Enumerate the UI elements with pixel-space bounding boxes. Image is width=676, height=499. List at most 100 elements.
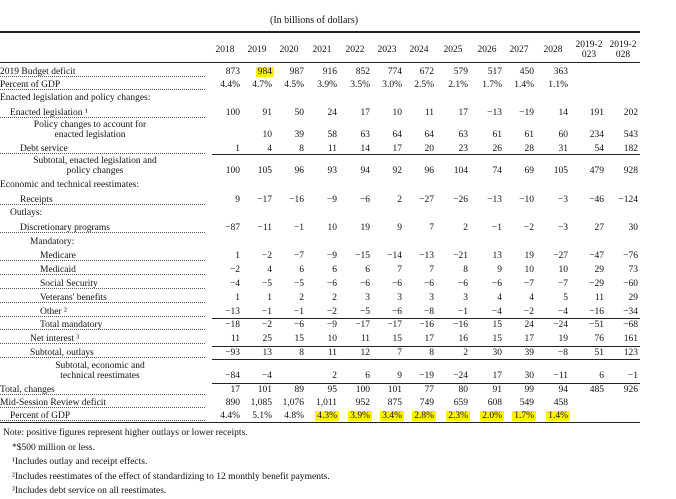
cell: −46 bbox=[574, 195, 604, 205]
cell: 3 bbox=[438, 293, 468, 303]
cell-value: −13 bbox=[225, 307, 240, 317]
cell-value: 29 bbox=[628, 293, 639, 303]
cell: −2 bbox=[307, 307, 337, 317]
column-header: 2025 bbox=[443, 45, 463, 55]
cell-value: −16 bbox=[453, 320, 468, 330]
cell-value: −18 bbox=[225, 320, 240, 330]
cell-value: −46 bbox=[589, 195, 604, 205]
cell: 2.0% bbox=[472, 411, 504, 421]
cell: 928 bbox=[608, 166, 638, 176]
cell-value: 73 bbox=[628, 265, 639, 275]
cell-value: −16 bbox=[589, 307, 604, 317]
cell: 363 bbox=[538, 67, 568, 77]
cell: −1 bbox=[608, 371, 638, 381]
cell-value: 1.7% bbox=[512, 411, 536, 421]
cell-value: 202 bbox=[623, 108, 638, 118]
cell-value: −9 bbox=[326, 251, 337, 261]
cell-value: 105 bbox=[257, 166, 272, 176]
column-header: 2019 bbox=[247, 45, 267, 55]
cell: 2 bbox=[274, 293, 304, 303]
row-label: Economic and technical reestimates: bbox=[0, 180, 140, 190]
cell: 8 bbox=[438, 265, 468, 275]
cell-value: 6 bbox=[365, 371, 370, 381]
column-header: 2019-2023 bbox=[575, 40, 603, 60]
cell: 1 bbox=[210, 251, 240, 261]
cell: 6 bbox=[340, 371, 370, 381]
cell-value: 191 bbox=[589, 108, 604, 118]
cell-value: −15 bbox=[355, 251, 370, 261]
cell: 63 bbox=[340, 130, 371, 140]
cell-value: 14 bbox=[360, 144, 371, 154]
cell-value: 1 bbox=[235, 251, 240, 261]
cell-value: −13 bbox=[419, 251, 434, 261]
cell: −1 bbox=[472, 223, 502, 233]
cell-value: 6 bbox=[365, 265, 370, 275]
cell-value: 3.5% bbox=[350, 80, 370, 90]
cell: 4 bbox=[242, 144, 272, 154]
cell-value: 7 bbox=[397, 265, 402, 275]
cell-value: −60 bbox=[623, 279, 638, 289]
cell-value: −7 bbox=[557, 279, 568, 289]
note: ³Includes debt service on all reestimate… bbox=[12, 486, 167, 496]
cell-value: 875 bbox=[387, 398, 402, 408]
cell: −2 bbox=[242, 251, 272, 261]
cell: 11 bbox=[210, 334, 240, 344]
cell-value: 1.1% bbox=[548, 80, 568, 90]
cell-value: 4.4% bbox=[220, 411, 240, 421]
cell-value: −19 bbox=[519, 108, 534, 118]
cell-value: −34 bbox=[623, 307, 638, 317]
cell: −2 bbox=[242, 320, 272, 330]
cell-value: 4 bbox=[529, 293, 534, 303]
cell: −13 bbox=[404, 251, 434, 261]
cell-value: 63 bbox=[360, 130, 371, 140]
cell: −16 bbox=[274, 195, 304, 205]
note: ²Includes reestimates of the effect of s… bbox=[12, 471, 330, 482]
cell-value: 4.7% bbox=[252, 80, 272, 90]
cell-value: 1.7% bbox=[482, 80, 502, 90]
cell-value: 7 bbox=[397, 348, 402, 358]
cell: 31 bbox=[538, 144, 569, 154]
cell: 1,011 bbox=[307, 398, 337, 408]
cell: −87 bbox=[210, 223, 240, 233]
rule bbox=[212, 359, 640, 360]
cell: 63 bbox=[438, 130, 469, 140]
cell: 9 bbox=[472, 265, 502, 275]
cell-value: 485 bbox=[589, 385, 604, 395]
row-label: Subtotal, economic and technical reestim… bbox=[55, 361, 145, 381]
cell-value: −5 bbox=[359, 307, 370, 317]
cell-value: −1 bbox=[457, 307, 468, 317]
cell: −76 bbox=[608, 251, 638, 261]
cell-value: 4.4% bbox=[220, 80, 240, 90]
cell-value: −1 bbox=[261, 307, 272, 317]
cell-value: −124 bbox=[618, 195, 638, 205]
cell-value: 77 bbox=[424, 385, 435, 395]
cell-value: 89 bbox=[294, 385, 305, 395]
cell: 58 bbox=[307, 130, 338, 140]
cell-value: 7 bbox=[429, 223, 434, 233]
cell: −24 bbox=[538, 320, 568, 330]
cell-value: 234 bbox=[589, 130, 604, 140]
row-label: Enacted legislation and policy changes: bbox=[0, 93, 151, 103]
cell-value: 101 bbox=[387, 385, 402, 395]
cell-value: −11 bbox=[553, 371, 568, 381]
cell-value: −2 bbox=[229, 265, 240, 275]
cell-value: 182 bbox=[623, 144, 638, 154]
row-label: Social Security bbox=[40, 279, 98, 289]
cell-value: 890 bbox=[225, 398, 240, 408]
cell-value: 61 bbox=[524, 130, 535, 140]
cell-value: 549 bbox=[519, 398, 534, 408]
cell: 7 bbox=[404, 223, 434, 233]
cell: 64 bbox=[372, 130, 403, 140]
cell-value: 27 bbox=[594, 223, 605, 233]
column-header: 2023 bbox=[377, 45, 397, 55]
cell: −16 bbox=[404, 320, 434, 330]
cell: 11 bbox=[307, 348, 337, 358]
cell: 96 bbox=[274, 166, 305, 176]
cell-value: −17 bbox=[355, 320, 370, 330]
cell-value: 30 bbox=[524, 371, 535, 381]
cell: 3.4% bbox=[372, 411, 404, 421]
cell: 54 bbox=[574, 144, 605, 154]
cell: 873 bbox=[210, 67, 240, 77]
cell: −8 bbox=[538, 348, 568, 358]
cell: 987 bbox=[274, 67, 304, 77]
